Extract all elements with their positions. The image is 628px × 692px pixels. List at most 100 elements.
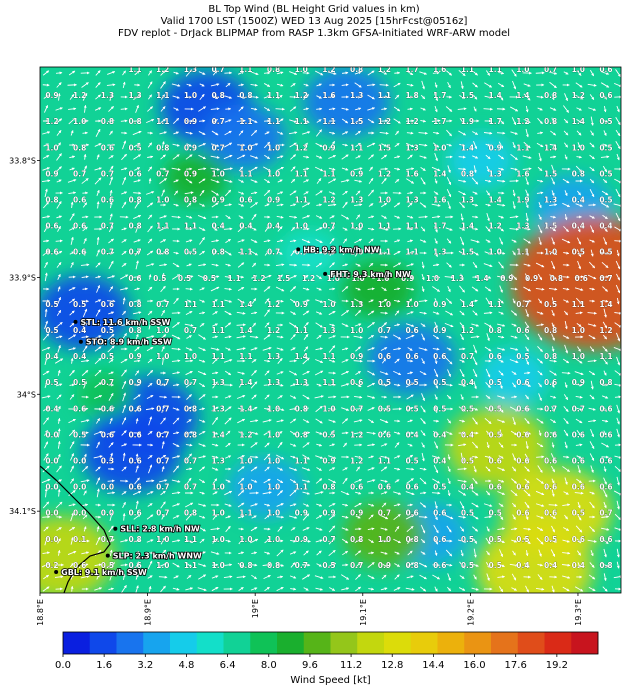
wind-arrow xyxy=(341,83,349,87)
bl-height-value: 1.1 xyxy=(184,561,197,570)
bl-height-value: 0.7 xyxy=(184,326,197,335)
bl-height-value: 0.7 xyxy=(350,561,363,570)
station-4[interactable]: SLL: 2.8 km/h NW xyxy=(113,524,201,535)
bl-height-value: 0.9 xyxy=(350,169,363,178)
wind-arrow xyxy=(472,70,478,76)
wind-arrow xyxy=(147,155,154,159)
wind-arrow xyxy=(446,177,452,186)
wind-arrow xyxy=(147,142,153,148)
wind-arrow xyxy=(368,189,374,197)
wind-arrow xyxy=(524,371,531,375)
bl-height-value: 0.7 xyxy=(128,248,141,257)
wind-arrow xyxy=(472,227,479,231)
wind-arrow xyxy=(264,203,270,207)
wind-arrow xyxy=(485,70,491,76)
bl-height-value: 1.0 xyxy=(267,483,280,492)
wind-arrow xyxy=(498,141,504,149)
wind-arrow xyxy=(433,131,440,135)
colorbar-tick-label: 0.0 xyxy=(55,660,71,671)
station-1[interactable]: FHT: 9.3 km/h NW xyxy=(323,269,412,280)
wind-arrow xyxy=(549,71,558,75)
bl-height-value: 0.5 xyxy=(378,404,391,413)
colorbar-segment xyxy=(410,632,438,654)
wind-arrow xyxy=(615,117,621,126)
wind-arrow xyxy=(446,189,452,198)
bl-height-value: 1.1 xyxy=(239,65,252,74)
bl-height-value: 1.3 xyxy=(128,91,141,100)
wind-arrow xyxy=(434,178,438,184)
wind-arrow xyxy=(600,155,610,159)
wind-arrow xyxy=(419,239,427,243)
bl-height-value: 0.5 xyxy=(461,535,474,544)
wind-arrow xyxy=(251,213,257,221)
colorbar-tick-label: 6.4 xyxy=(220,660,236,671)
bl-height-value: 1.4 xyxy=(475,274,488,283)
wind-arrow xyxy=(250,155,259,159)
colorbar-segment xyxy=(571,632,599,654)
bl-height-value: 0.5 xyxy=(489,509,502,518)
wind-arrow xyxy=(602,226,608,232)
bl-height-value: 1.3 xyxy=(322,326,335,335)
wind-arrow xyxy=(94,107,102,111)
wind-arrow xyxy=(496,179,506,183)
bl-height-value: 0.6 xyxy=(516,509,529,518)
wind-arrow xyxy=(122,81,126,89)
wind-arrow xyxy=(538,201,542,209)
station-label: SLL: 2.8 km/h NW xyxy=(120,525,200,534)
bl-height-value: 0.0 xyxy=(45,535,58,544)
colorbar-segment xyxy=(517,632,545,654)
bl-height-value: 0.6 xyxy=(599,483,612,492)
bl-height-value: 0.4 xyxy=(212,222,225,231)
wind-arrow xyxy=(185,131,193,135)
bl-height-value: 1.1 xyxy=(156,91,169,100)
colorbar-segment xyxy=(89,632,117,654)
bl-height-value: 0.5 xyxy=(203,274,216,283)
wind-arrow xyxy=(549,81,557,89)
wind-arrow xyxy=(602,178,608,184)
wind-arrow xyxy=(341,107,349,111)
wind-arrow xyxy=(316,107,323,111)
station-0[interactable]: HB: 9.2 km/h NW xyxy=(296,245,381,255)
wind-arrow xyxy=(185,239,193,243)
wind-arrow xyxy=(303,191,309,195)
wind-arrow xyxy=(121,153,127,161)
wind-arrow xyxy=(576,118,582,124)
bl-height-value: 0.8 xyxy=(489,326,502,335)
wind-arrow xyxy=(83,165,87,173)
bl-height-value: 0.6 xyxy=(101,300,114,309)
wind-arrow xyxy=(56,166,62,172)
bl-height-value: 1.9 xyxy=(461,117,474,126)
bl-height-value: 0.8 xyxy=(544,91,557,100)
bl-height-value: 1.0 xyxy=(295,65,308,74)
bl-height-value: 0.8 xyxy=(350,65,363,74)
bl-height-value: 0.7 xyxy=(350,404,363,413)
station-label: STO: 8.9 km/h SSW xyxy=(86,338,172,347)
wind-arrow xyxy=(238,166,244,172)
wind-arrow xyxy=(523,227,531,231)
wind-arrow xyxy=(69,167,75,171)
wind-arrow xyxy=(394,94,400,100)
field-blob-11 xyxy=(227,457,305,519)
station-3[interactable]: STO: 8.9 km/h SSW xyxy=(78,337,173,347)
wind-arrow xyxy=(603,105,607,113)
station-6[interactable]: GBL: 9.1 km/h SSW xyxy=(54,567,148,578)
bl-height-value: 0.6 xyxy=(516,483,529,492)
wind-arrow xyxy=(315,227,323,231)
wind-arrow xyxy=(289,71,298,75)
bl-height-value: 0.9 xyxy=(295,300,308,309)
bl-height-value: 0.8 xyxy=(544,326,557,335)
wind-arrow xyxy=(302,119,310,123)
wind-arrow xyxy=(577,190,581,196)
wind-arrow xyxy=(431,119,441,123)
bl-height-value: 0.6 xyxy=(544,457,557,466)
station-2[interactable]: STL: 11.6 km/h SSW xyxy=(73,317,171,328)
wind-arrow xyxy=(354,179,363,183)
wind-arrow xyxy=(304,142,308,148)
bl-height-value: 1.1 xyxy=(378,91,391,100)
station-5[interactable]: SLP: 2.3 km/h WNW xyxy=(105,551,203,561)
bl-height-value: 1.3 xyxy=(350,300,363,309)
bl-height-value: 0.8 xyxy=(45,196,58,205)
station-marker xyxy=(73,319,78,324)
bl-height-value: 1.2 xyxy=(572,91,585,100)
